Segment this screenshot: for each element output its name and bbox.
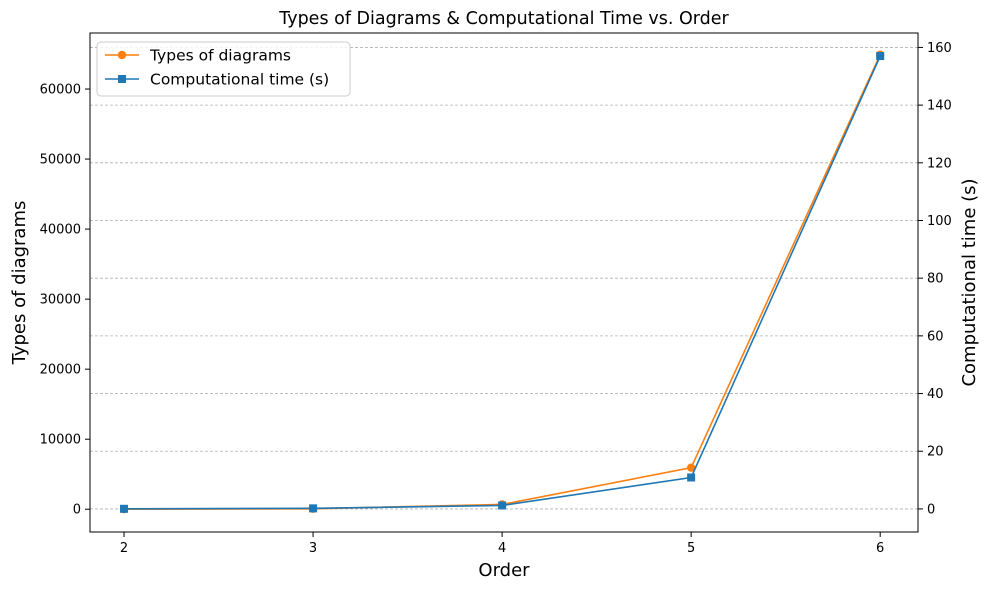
series-line xyxy=(124,54,881,510)
series-1 xyxy=(119,50,885,514)
y-right-tick-label: 60 xyxy=(927,329,944,344)
data-point xyxy=(309,504,318,513)
legend-marker xyxy=(117,50,127,60)
y-left-tick-label: 10000 xyxy=(40,433,81,448)
legend-entry: Computational time (s) xyxy=(105,71,329,89)
y-left-tick-label: 40000 xyxy=(40,223,81,238)
y-left-tick-label: 60000 xyxy=(40,83,81,98)
y-right-tick-label: 40 xyxy=(927,387,944,402)
data-point xyxy=(686,463,696,472)
legend-label: Types of diagrams xyxy=(149,47,291,65)
y-axis-left: 0 10000 20000 30000 40000 50000 60000 xyxy=(40,83,90,518)
y-right-tick-label: 0 xyxy=(927,502,935,517)
y-left-tick-label: 20000 xyxy=(40,363,81,378)
y-right-tick-label: 120 xyxy=(927,156,952,171)
y-right-tick-label: 140 xyxy=(927,99,952,114)
x-tick-label: 3 xyxy=(309,541,317,556)
chart-title: Types of Diagrams & Computational Time v… xyxy=(278,9,729,29)
legend-box xyxy=(96,41,351,97)
data-point xyxy=(687,473,696,482)
y-axis-right: 0 20 40 60 80 100 120 140 160 xyxy=(918,41,952,517)
y-left-tick-label: 50000 xyxy=(40,153,81,168)
legend-marker xyxy=(118,75,126,83)
y-right-tick-label: 160 xyxy=(927,41,952,56)
x-axis: 2 3 4 5 6 xyxy=(120,532,884,556)
data-point xyxy=(120,504,129,513)
data-point xyxy=(498,501,507,510)
x-axis-label: Order xyxy=(478,560,530,581)
y-right-tick-label: 80 xyxy=(927,272,944,287)
plot-frame xyxy=(89,32,919,533)
x-tick-label: 2 xyxy=(120,541,128,556)
y-right-tick-label: 100 xyxy=(927,214,952,229)
legend-entry: Types of diagrams xyxy=(105,47,291,65)
y-right-tick-label: 20 xyxy=(927,445,944,460)
x-tick-label: 5 xyxy=(687,541,695,556)
y-left-tick-label: 0 xyxy=(73,503,81,518)
y-left-tick-label: 30000 xyxy=(40,293,81,308)
x-tick-label: 4 xyxy=(498,541,506,556)
series-line xyxy=(124,55,881,510)
x-tick-label: 6 xyxy=(876,541,884,556)
legend: Types of diagrams Computational time (s) xyxy=(96,41,351,97)
series-layer xyxy=(119,50,885,514)
y-axis-label-left: Types of diagrams xyxy=(9,201,30,366)
y-axis-label-right: Computational time (s) xyxy=(959,178,980,386)
legend-label: Computational time (s) xyxy=(150,71,329,89)
data-point xyxy=(876,52,885,61)
series-2 xyxy=(120,52,885,513)
grid xyxy=(90,47,918,510)
